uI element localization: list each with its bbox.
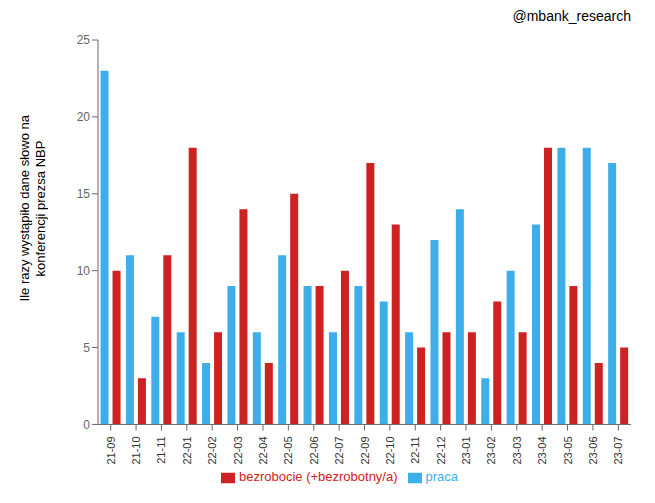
- svg-text:23-06: 23-06: [587, 436, 599, 464]
- svg-text:22-05: 22-05: [282, 436, 294, 464]
- svg-text:23-04: 23-04: [536, 436, 548, 464]
- svg-text:22-02: 22-02: [206, 436, 218, 464]
- svg-text:22-04: 22-04: [257, 436, 269, 464]
- svg-text:22-06: 22-06: [308, 436, 320, 464]
- svg-text:22-10: 22-10: [384, 436, 396, 464]
- svg-text:20: 20: [77, 110, 91, 124]
- html-text:bezrobocie (+bezrobotny/a): bezrobocie (+bezrobotny/a): [238, 469, 398, 485]
- svg-text:23-02: 23-02: [485, 436, 497, 464]
- svg-text:0: 0: [83, 418, 90, 432]
- svg-text:25: 25: [77, 33, 91, 47]
- html-text:@mbank_research: @mbank_research: [512, 8, 631, 24]
- svg-text:5: 5: [83, 341, 90, 355]
- html-text:konferencji prezsa NBP: konferencji prezsa NBP: [33, 140, 48, 276]
- svg-text:22-09: 22-09: [359, 436, 371, 464]
- svg-text:22-12: 22-12: [435, 436, 447, 464]
- svg-text:23-03: 23-03: [511, 436, 523, 464]
- svg-text:22-03: 22-03: [232, 436, 244, 464]
- html-text:praca: praca: [425, 469, 459, 485]
- svg-text:10: 10: [77, 264, 91, 278]
- svg-text:23-05: 23-05: [562, 436, 574, 464]
- svg-text:22-01: 22-01: [181, 436, 193, 464]
- svg-text:23-01: 23-01: [460, 436, 472, 464]
- html-text:Ile razy wystąpiło dane słowo: Ile razy wystąpiło dane słowo na: [17, 114, 32, 302]
- svg-text:21-11: 21-11: [155, 436, 167, 463]
- svg-text:23-07: 23-07: [612, 436, 624, 464]
- svg-text:21-10: 21-10: [130, 436, 142, 464]
- svg-text:21-09: 21-09: [105, 436, 117, 464]
- svg-text:22-07: 22-07: [333, 436, 345, 464]
- svg-text:15: 15: [77, 187, 91, 201]
- svg-text:22-11: 22-11: [409, 436, 421, 463]
